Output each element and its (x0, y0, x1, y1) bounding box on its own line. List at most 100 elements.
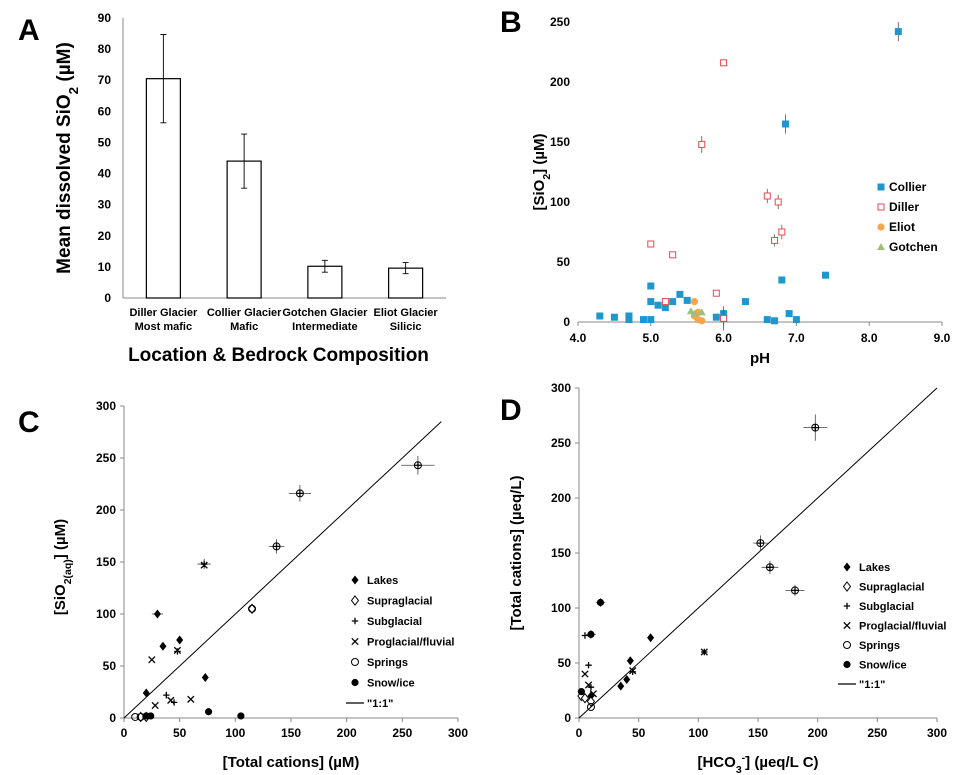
data-point-lakes (623, 675, 631, 684)
panel-d-scatter: 0 50 100 150 200 250 300 0 50 100 150 200 250 300 Lake… (508, 381, 947, 775)
legend-label: Supraglacial (367, 596, 432, 608)
data-point-subglacial (163, 691, 170, 699)
y-axis-title: [SiO2(aq)] (µM) (52, 519, 74, 615)
y-tick-label: 0 (104, 291, 111, 305)
legend-label: Springs (367, 657, 408, 669)
error-bar (241, 133, 248, 189)
category-label-line1: Eliot Glacier (374, 307, 439, 319)
data-point-subglacial (812, 424, 819, 431)
x-tick-label: 200 (808, 726, 828, 740)
legend-label: Lakes (859, 562, 890, 574)
data-point-gotchen (697, 308, 706, 316)
x-tick-label: 200 (337, 726, 357, 740)
data-point-snow-ice (587, 630, 595, 639)
data-point-collier (676, 290, 684, 298)
data-point-lakes (626, 656, 634, 666)
bar (226, 160, 262, 299)
data-point-diller (720, 59, 728, 67)
legend-marker (351, 617, 359, 625)
data-point-proglacial-fluvial (584, 681, 593, 689)
legend-label: Proglacial/fluvial (859, 621, 946, 633)
y-tick-label: 80 (98, 42, 112, 56)
data-point-collier (792, 316, 800, 324)
data-point-eliot (690, 298, 699, 306)
y-tick-label: 300 (96, 399, 116, 413)
y-tick-label: 200 (551, 491, 571, 505)
data-point-collier (741, 298, 749, 306)
y-tick-label: 150 (96, 555, 116, 569)
legend-label: Collier (889, 180, 927, 194)
x-axis-title: [Total cations] (µM) (223, 754, 360, 771)
data-point-proglacial-fluvial (589, 690, 597, 698)
data-point-collier (771, 317, 779, 325)
data-point-collier (647, 282, 655, 290)
data-point-springs (272, 542, 281, 551)
category-label-line2: Mafic (230, 321, 258, 333)
y-tick-label: 100 (551, 601, 571, 615)
data-point-collier (647, 316, 655, 324)
panel-label-a: A (18, 14, 40, 47)
y-tick-label: 20 (98, 229, 112, 243)
y-axis-title: [SiO2] (µM) (531, 134, 553, 211)
data-point-springs (756, 539, 765, 548)
panel-c-scatter: 0 50 100 150 200 250 300 0 50 100 150 200 250 300 Lake… (52, 399, 468, 771)
data-point-lakes (176, 635, 184, 645)
legend-marker (350, 595, 360, 606)
data-point-subglacial (174, 648, 181, 655)
x-tick-label: 300 (448, 726, 468, 740)
y-tick-label: 50 (103, 659, 117, 673)
legend-label: Springs (859, 640, 900, 652)
one-to-one-line (578, 387, 938, 719)
data-point-supraglacial (247, 603, 257, 615)
data-point-diller (720, 314, 728, 322)
y-tick-label: 100 (96, 607, 116, 621)
data-point-lakes (153, 609, 161, 619)
legend-marker (351, 678, 359, 687)
x-tick-label: 50 (173, 726, 187, 740)
y-tick-label: 300 (551, 381, 571, 395)
data-point-snow-ice (205, 708, 213, 716)
legend-marker-gotchen (877, 243, 885, 250)
data-point-collier (683, 296, 691, 304)
data-point-collier (647, 298, 655, 306)
legend-label: "1:1" (859, 679, 885, 691)
legend-marker (351, 575, 359, 585)
y-tick-label: 50 (98, 135, 112, 149)
data-point-subglacial (414, 462, 422, 469)
legend-marker (843, 660, 851, 669)
data-point-lakes (142, 688, 150, 698)
data-point-collier (781, 120, 789, 128)
y-tick-label: 150 (551, 546, 571, 560)
y-tick-label: 60 (98, 104, 112, 118)
x-tick-label: 0 (576, 726, 583, 740)
category-label-line2: Most mafic (135, 321, 192, 333)
y-tick-label: 0 (563, 315, 570, 329)
data-point-springs (248, 604, 257, 613)
x-tick-label: 9.0 (934, 331, 951, 345)
y-tick-label: 250 (551, 436, 571, 450)
y-tick-label: 70 (98, 73, 112, 87)
data-point-collier (894, 28, 902, 36)
x-tick-label: 6.0 (715, 331, 732, 345)
data-point-collier (785, 310, 793, 318)
data-point-eliot (698, 317, 706, 325)
y-tick-label: 50 (558, 656, 572, 670)
data-point-subglacial (757, 539, 764, 547)
data-point-subglacial (791, 587, 799, 594)
data-point-diller (669, 251, 677, 259)
data-point-springs (586, 703, 595, 711)
data-point-snow-ice (596, 598, 605, 607)
legend-marker-eliot (877, 223, 885, 231)
category-label-line1: Collier Glacier (207, 307, 282, 319)
panel-label-d: D (500, 394, 522, 427)
data-point-proglacial-fluvial (187, 695, 195, 703)
data-point-diller (778, 228, 786, 236)
data-point-diller (661, 298, 669, 306)
x-tick-label: 100 (225, 726, 245, 740)
data-point-snow-ice (577, 688, 585, 696)
data-point-lakes (647, 633, 655, 643)
data-point-proglacial-fluvial (629, 667, 637, 675)
y-tick-label: 0 (109, 711, 116, 725)
legend-label: Snow/ice (367, 678, 415, 690)
y-tick-label: 10 (98, 260, 112, 274)
